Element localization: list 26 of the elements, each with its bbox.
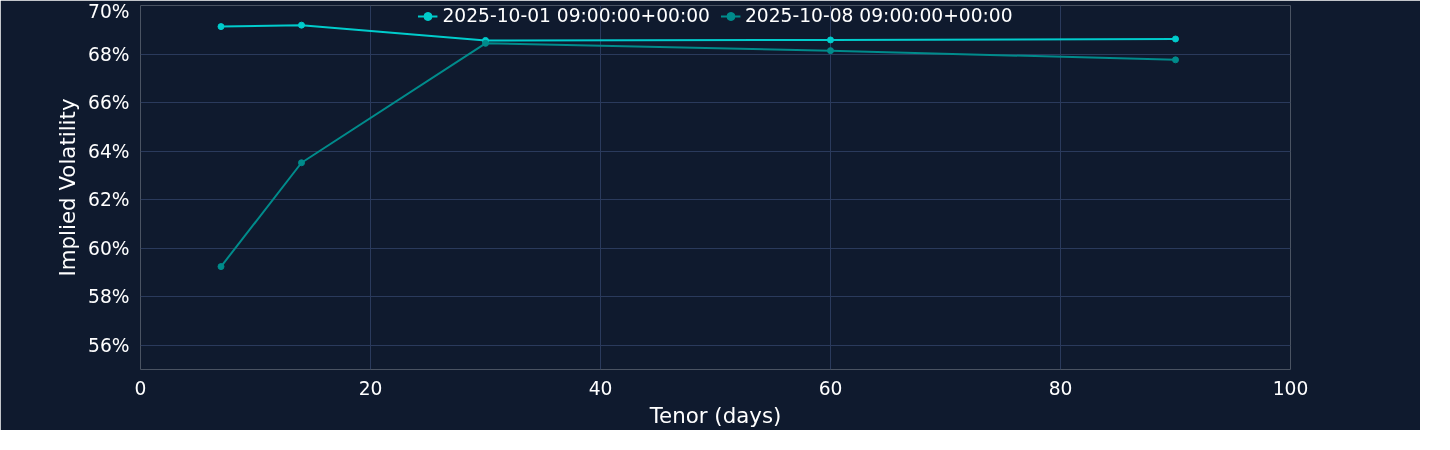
- x-tick-label: 40: [588, 377, 613, 399]
- x-tick-label: 80: [1048, 377, 1073, 399]
- y-tick-label: 66%: [88, 92, 130, 114]
- point: [217, 263, 225, 271]
- point: [827, 36, 834, 44]
- point: [298, 159, 305, 167]
- point: [1172, 35, 1179, 43]
- x-tick-label: 0: [134, 377, 147, 399]
- y-tick-label: 68%: [88, 43, 130, 65]
- y-tick-label: 60%: [88, 237, 130, 259]
- y-axis-title: Implied Volatility: [55, 98, 81, 277]
- x-tick-label: 20: [358, 377, 383, 399]
- point: [217, 23, 225, 31]
- point: [827, 47, 834, 55]
- y-tick-label: 58%: [88, 286, 130, 308]
- point: [298, 21, 305, 29]
- point: [1172, 56, 1179, 64]
- x-tick-label: 60: [818, 377, 843, 399]
- y-tick-label: 62%: [88, 189, 130, 211]
- x-tick-label: 100: [1272, 377, 1309, 399]
- legend-label: 2025-10-08 09:00:00+00:00: [745, 5, 1013, 26]
- x-axis-title: Tenor (days): [648, 402, 782, 428]
- y-tick-label: 64%: [88, 140, 130, 162]
- legend-label: 2025-10-01 09:00:00+00:00: [442, 5, 710, 26]
- y-tick-label: 70%: [88, 0, 130, 22]
- y-tick-label: 56%: [88, 334, 130, 356]
